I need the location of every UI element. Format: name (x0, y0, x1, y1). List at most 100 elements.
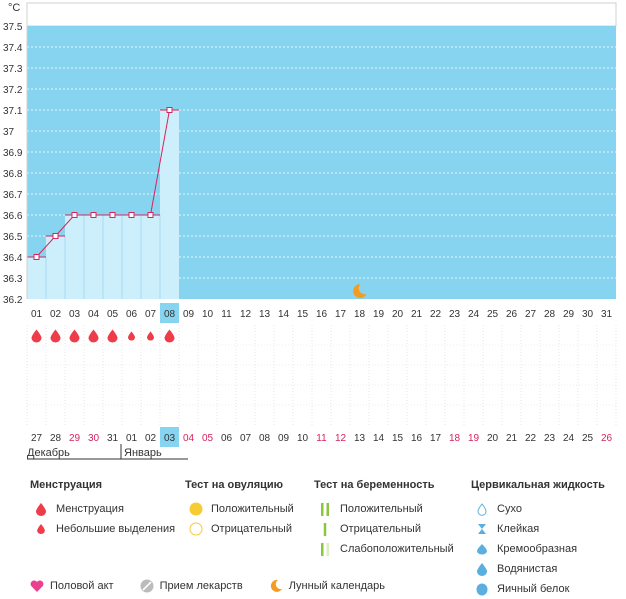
date-label: 06 (221, 433, 233, 444)
legend-bottom-row: Половой акт Прием лекарств Лунный календ… (30, 579, 411, 593)
y-tick-label: 36.9 (3, 148, 23, 159)
small-drop-icon (30, 524, 52, 534)
menstruation-drop (88, 329, 99, 343)
y-tick-label: 36.3 (3, 274, 23, 285)
date-label: 01 (126, 433, 138, 444)
y-tick-label: 36.5 (3, 232, 23, 243)
plot-top-band (26, 2, 617, 27)
legend-cervical-eggwhite: Яичный белок (471, 579, 605, 599)
legend-ovulation-negative: Отрицательный (185, 519, 294, 539)
day-label: 30 (582, 309, 594, 320)
legend-menstruation: Менструация Менструация Небольшие выделе… (30, 479, 175, 539)
menstruation-drop (31, 329, 42, 343)
day-label: 17 (335, 309, 347, 320)
temperature-fill-bar (122, 215, 141, 299)
date-label: 12 (335, 433, 347, 444)
temperature-point (109, 212, 116, 218)
spotting-drop (128, 331, 135, 341)
day-label: 10 (202, 309, 214, 320)
bbt-chart: 37.5 37.4 37.3 37.2 37.1 37 36.9 36.8 36.7 36.6 36… (3, 2, 617, 460)
date-label: 08 (259, 433, 271, 444)
y-tick-label: 36.7 (3, 190, 23, 201)
day-label: 18 (354, 309, 366, 320)
date-label: 22 (525, 433, 537, 444)
day-label: 06 (126, 309, 138, 320)
day-label: 24 (468, 309, 480, 320)
day-label: 09 (183, 309, 195, 320)
date-label: 27 (31, 433, 43, 444)
y-tick-label: 37.4 (3, 43, 23, 54)
legend-cervical-creamy-label: Кремообразная (497, 543, 578, 555)
day-label: 02 (50, 309, 62, 320)
legend-ovulation-negative-label: Отрицательный (211, 523, 292, 535)
temperature-point (128, 212, 135, 218)
day-label: 08 (164, 309, 176, 320)
day-label: 11 (221, 309, 232, 320)
day-label: 05 (107, 309, 119, 320)
moon-icon (353, 283, 367, 298)
egg-white-icon (471, 583, 493, 596)
date-label: 31 (107, 433, 119, 444)
pill-icon (140, 579, 154, 593)
y-tick-label: 37.5 (3, 22, 23, 33)
day-label: 22 (430, 309, 442, 320)
date-label: 30 (88, 433, 100, 444)
legend-ovulation: Тест на овуляцию Положительный Отрицател… (185, 479, 294, 539)
y-tick-label: 37.2 (3, 85, 23, 96)
temperature-fill-bar (65, 215, 84, 299)
legend-lunar: Лунный календарь (269, 579, 385, 593)
date-label: 02 (145, 433, 157, 444)
temperature-point (71, 212, 78, 218)
day-label: 21 (411, 309, 423, 320)
day-label: 29 (563, 309, 575, 320)
legend-pregnancy-positive: Положительный (314, 499, 454, 519)
day-label: 27 (525, 309, 537, 320)
date-label: 05 (202, 433, 214, 444)
legend-cervical: Цервикальная жидкость Сухо Клейкая Кремо… (471, 479, 605, 599)
temperature-fill-bar (84, 215, 103, 299)
hourglass-icon (471, 523, 493, 535)
legend-menstruation-title: Менструация (30, 479, 103, 491)
temperature-point (52, 233, 59, 239)
legend-menstruation-item: Менструация (30, 499, 175, 519)
legend-cervical-dry: Сухо (471, 499, 605, 519)
y-axis-unit: °C (8, 2, 20, 14)
legend-pregnancy-faint: Слабоположительный (314, 539, 454, 559)
temperature-point (90, 212, 97, 218)
legend-cervical-title: Цервикальная жидкость (471, 479, 605, 491)
watery-drop-icon (471, 562, 493, 576)
legend-cervical-watery-label: Водянистая (497, 563, 558, 575)
day-label: 20 (392, 309, 404, 320)
day-label: 07 (145, 309, 157, 320)
legend-cervical-dry-label: Сухо (497, 503, 522, 515)
temperature-point (147, 212, 154, 218)
day-label: 28 (544, 309, 556, 320)
temperature-fill-bar (141, 215, 160, 299)
date-label: 24 (563, 433, 575, 444)
date-label: 21 (506, 433, 518, 444)
legend-pregnancy-faint-label: Слабоположительный (340, 543, 454, 555)
legend-cervical-eggwhite-label: Яичный белок (497, 583, 570, 595)
date-label: 16 (411, 433, 423, 444)
y-tick-label: 37.3 (3, 64, 23, 75)
day-label: 12 (240, 309, 252, 320)
date-label: 10 (297, 433, 309, 444)
single-line-icon (314, 522, 336, 536)
date-label: 15 (392, 433, 404, 444)
legend-lunar-label: Лунный календарь (288, 580, 385, 592)
date-label: 11 (316, 433, 327, 444)
day-label: 04 (88, 309, 100, 320)
menstruation-drop (107, 329, 118, 343)
double-line-icon (314, 502, 336, 516)
date-label: 14 (373, 433, 385, 444)
moon-icon (269, 579, 283, 593)
date-label: 29 (69, 433, 81, 444)
month-label: Январь (124, 447, 162, 459)
legend-pregnancy-negative-label: Отрицательный (340, 523, 421, 535)
menstruation-drop (164, 329, 175, 343)
temperature-fill-bar (160, 110, 179, 299)
temperature-line (150, 109, 170, 216)
day-label: 14 (278, 309, 290, 320)
date-label: 28 (50, 433, 62, 444)
temperature-line (55, 214, 75, 237)
